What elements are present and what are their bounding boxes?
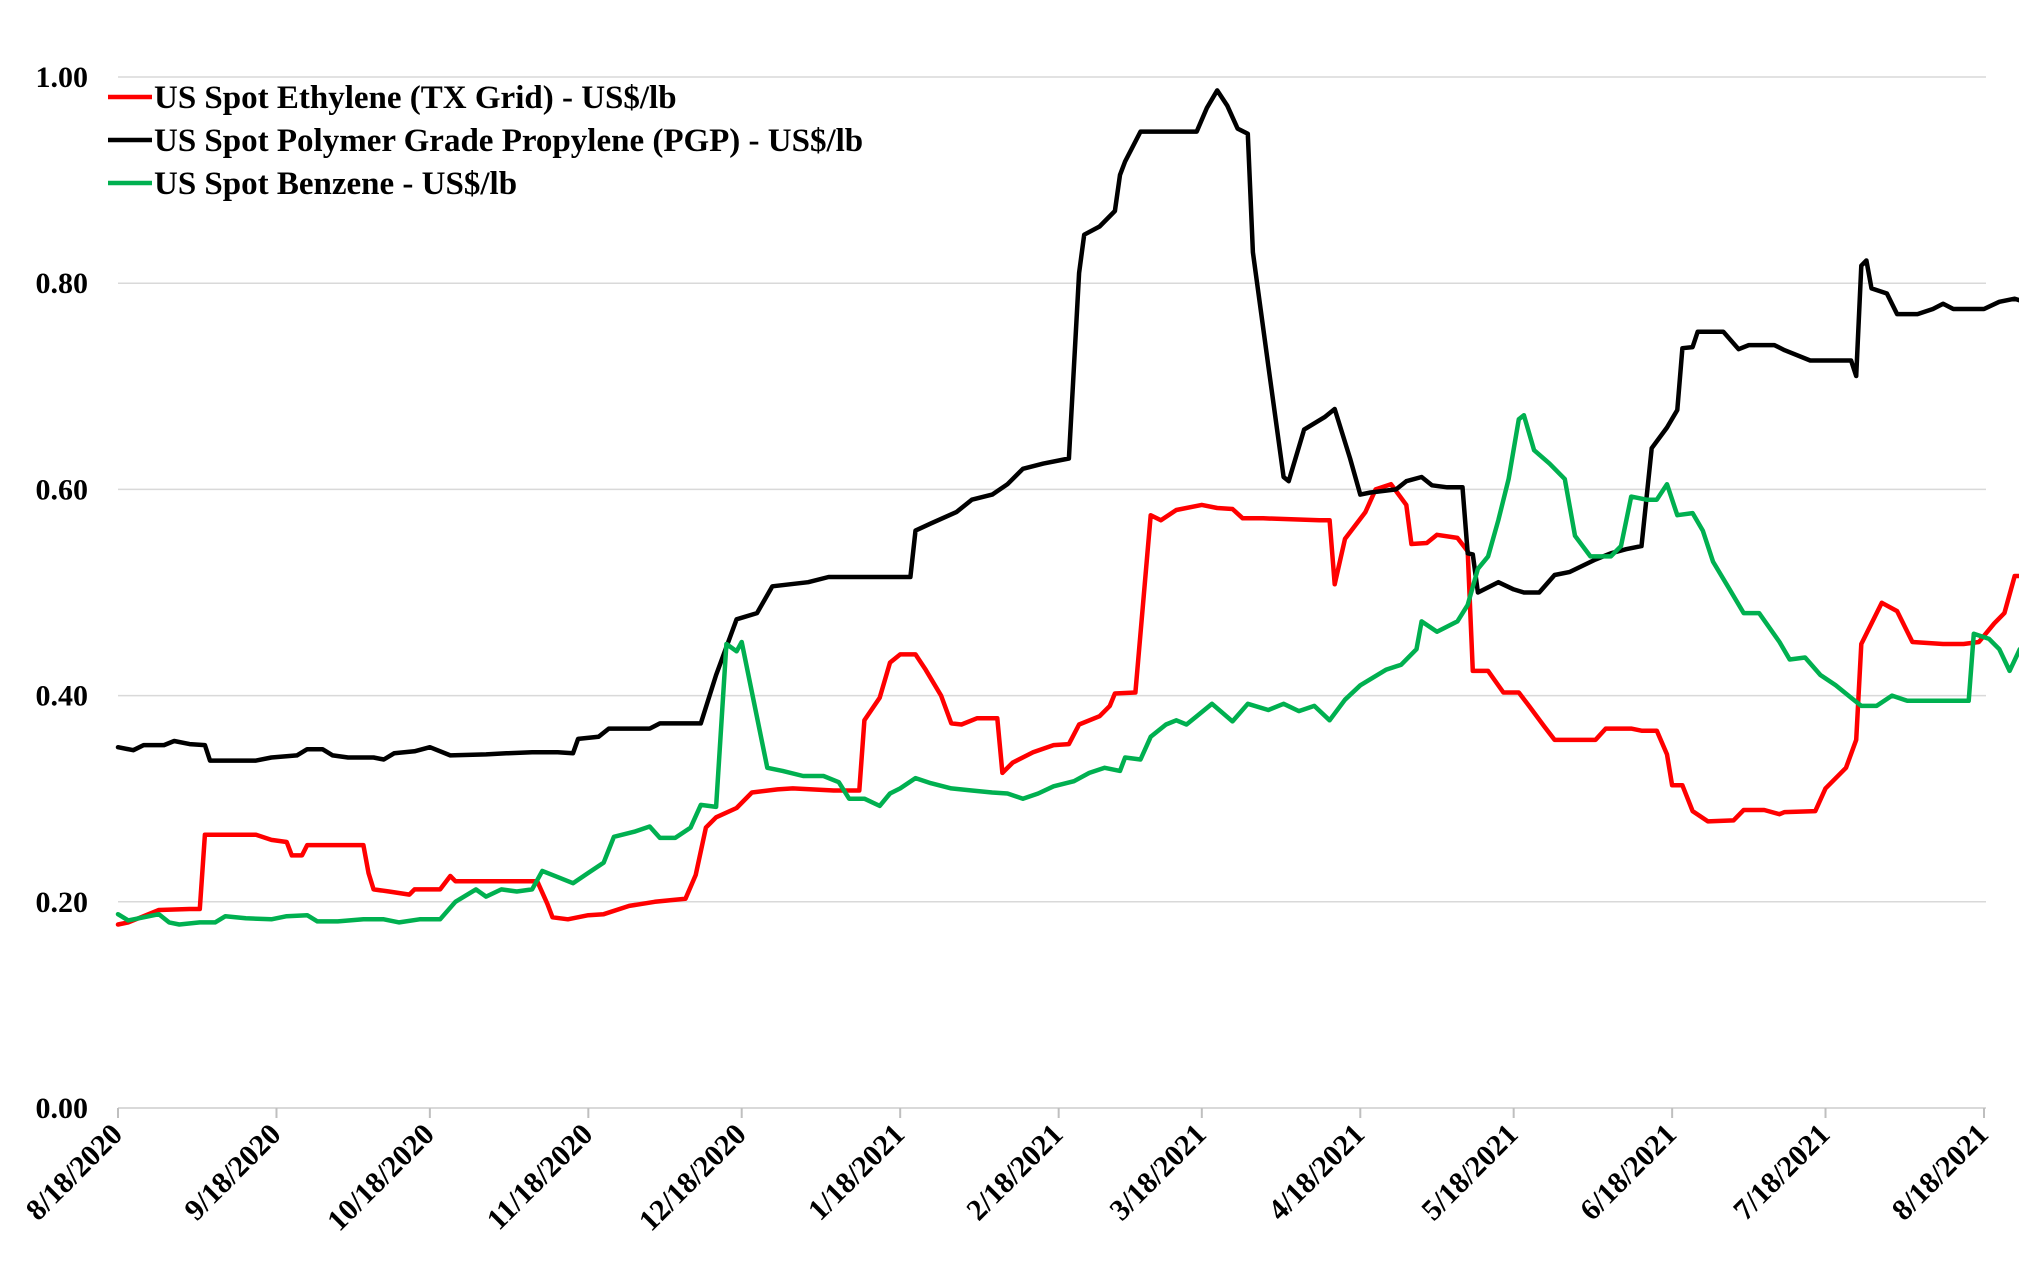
x-tick-label: 12/18/2020 <box>633 1118 753 1238</box>
y-tick-label: 0.80 <box>36 267 89 300</box>
series-lines <box>115 88 2019 927</box>
x-tick-label: 9/18/2020 <box>178 1118 287 1227</box>
x-tick-label: 1/18/2021 <box>802 1118 911 1227</box>
x-tick-label: 3/18/2021 <box>1103 1118 1212 1227</box>
legend: US Spot Ethylene (TX Grid) - US$/lb US Sp… <box>108 80 863 202</box>
x-tick-label: 2/18/2021 <box>960 1118 1069 1227</box>
gridlines <box>118 76 1986 903</box>
legend-label: US Spot Polymer Grade Propylene (PGP) - … <box>154 123 863 159</box>
y-tick-label: 0.00 <box>36 1092 89 1125</box>
axes <box>117 1107 1986 1118</box>
x-tick-label: 6/18/2021 <box>1574 1118 1683 1227</box>
legend-label: US Spot Benzene - US$/lb <box>154 166 517 202</box>
x-tick-label: 5/18/2021 <box>1415 1118 1524 1227</box>
y-tick-label: 0.40 <box>36 680 89 713</box>
x-tick-label: 10/18/2020 <box>321 1118 441 1238</box>
y-axis-tick-labels: 0.00 0.20 0.40 0.60 0.80 1.00 <box>36 61 89 1125</box>
x-tick-label: 7/18/2021 <box>1727 1118 1836 1227</box>
x-tick-label: 8/18/2021 <box>1886 1118 1995 1227</box>
x-axis-tick-labels: 8/18/2020 9/18/2020 10/18/2020 11/18/2020 12… <box>20 1118 1995 1238</box>
x-tick-label: 11/18/2020 <box>480 1118 599 1237</box>
legend-label: US Spot Ethylene (TX Grid) - US$/lb <box>154 80 677 116</box>
y-tick-label: 0.60 <box>36 473 89 506</box>
x-tick-label: 4/18/2021 <box>1262 1118 1371 1227</box>
series-line-3 <box>115 412 2019 927</box>
y-tick-label: 0.20 <box>36 886 89 919</box>
series-line-1 <box>115 481 2019 927</box>
x-tick-label: 8/18/2020 <box>20 1118 129 1227</box>
y-tick-label: 1.00 <box>36 61 89 94</box>
series-line-2 <box>115 88 2019 763</box>
